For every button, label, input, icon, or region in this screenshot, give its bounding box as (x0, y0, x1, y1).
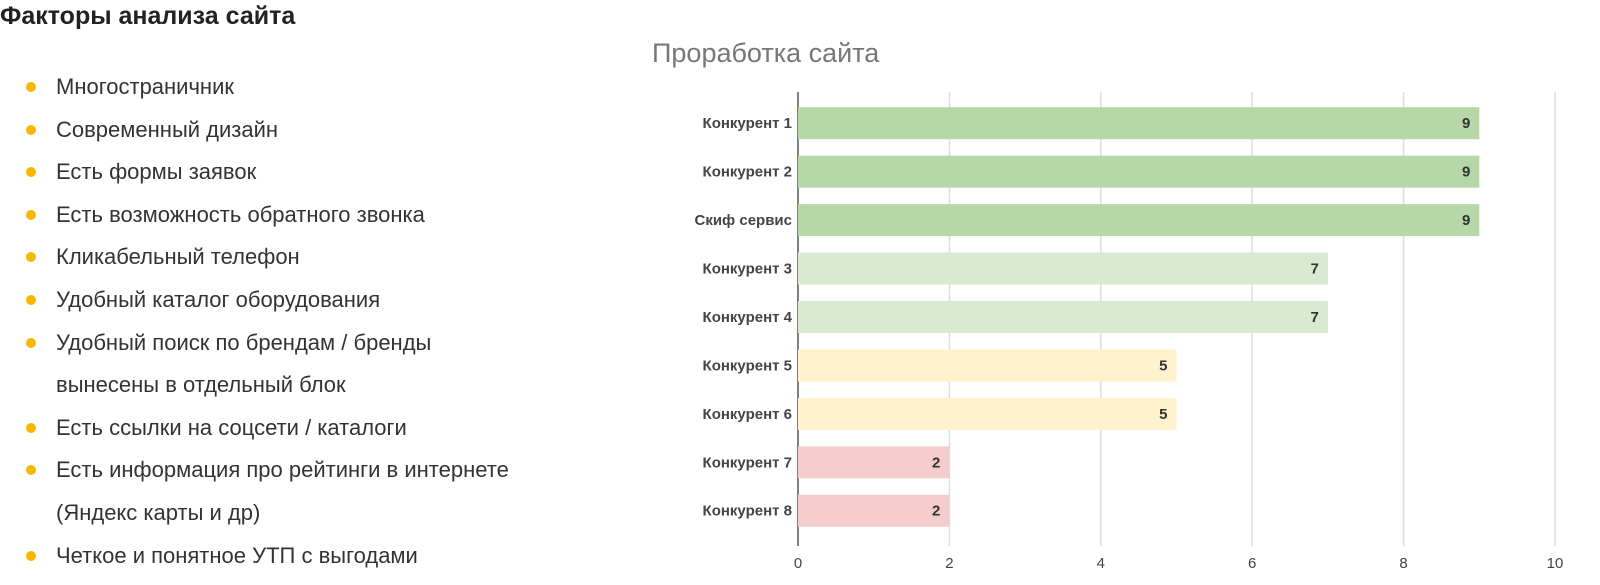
bar (798, 397, 1177, 430)
bar (798, 349, 1177, 382)
value-label: 5 (1159, 357, 1167, 374)
y-tick-label: Скиф сервис (695, 212, 793, 229)
y-tick-label: Конкурент 6 (703, 406, 792, 423)
bar (798, 107, 1480, 140)
factor-item: Есть информация про рейтинги в интернете… (0, 449, 536, 534)
bar (798, 155, 1480, 188)
x-tick-label: 6 (1248, 555, 1256, 572)
y-tick-label: Конкурент 2 (703, 164, 792, 181)
factor-item: Есть возможность обратного звонка (0, 194, 536, 237)
value-label: 9 (1462, 212, 1470, 229)
factor-item: Кликабельный телефон (0, 236, 536, 279)
bar (798, 252, 1328, 285)
bar (798, 494, 950, 527)
value-label: 2 (932, 454, 940, 471)
y-tick-label: Конкурент 7 (703, 454, 792, 471)
x-tick-label: 10 (1547, 555, 1564, 572)
value-label: 9 (1462, 115, 1470, 132)
factor-item: Есть ссылки на соцсети / каталоги (0, 407, 536, 450)
bar (798, 204, 1480, 237)
value-label: 5 (1159, 406, 1167, 423)
y-tick-label: Конкурент 4 (703, 309, 793, 326)
factor-item: Многостраничник (0, 66, 536, 109)
y-tick-label: Конкурент 5 (703, 357, 792, 374)
value-label: 7 (1311, 309, 1319, 326)
factor-item: Современный дизайн (0, 109, 536, 152)
x-tick-label: 8 (1399, 555, 1407, 572)
value-label: 9 (1462, 164, 1470, 181)
heading: Факторы анализа сайта (0, 2, 296, 30)
factor-list: Многостраничник Современный дизайн Есть фо… (0, 66, 536, 577)
factor-item: Есть формы заявок (0, 151, 536, 194)
y-tick-label: Конкурент 1 (703, 115, 792, 132)
x-tick-label: 0 (794, 555, 802, 572)
factor-item: Удобный каталог оборудования (0, 279, 536, 322)
factor-item: Четкое и понятное УТП с выгодами (0, 535, 536, 578)
bar (798, 446, 950, 479)
x-tick-label: 4 (1097, 555, 1105, 572)
value-label: 2 (932, 503, 940, 520)
y-tick-label: Конкурент 3 (703, 261, 792, 278)
x-tick-label: 2 (945, 555, 953, 572)
y-tick-label: Конкурент 8 (703, 503, 792, 520)
value-label: 7 (1311, 261, 1319, 278)
bar (798, 301, 1328, 333)
factor-item: Удобный поиск по брендам / бренды вынесе… (0, 322, 536, 407)
chart-title: Проработка сайта (652, 38, 880, 68)
